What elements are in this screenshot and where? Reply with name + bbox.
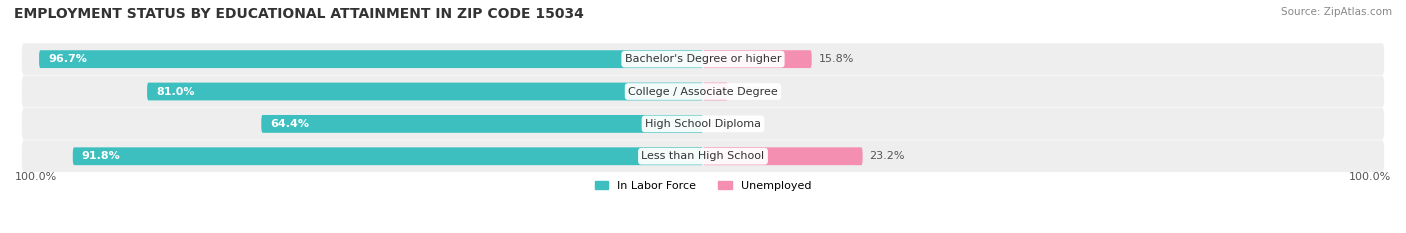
- FancyBboxPatch shape: [73, 147, 703, 165]
- Text: 0.0%: 0.0%: [710, 119, 738, 129]
- Text: College / Associate Degree: College / Associate Degree: [628, 86, 778, 96]
- FancyBboxPatch shape: [22, 43, 1384, 75]
- Legend: In Labor Force, Unemployed: In Labor Force, Unemployed: [591, 176, 815, 195]
- FancyBboxPatch shape: [703, 83, 728, 100]
- FancyBboxPatch shape: [262, 115, 703, 133]
- Text: 100.0%: 100.0%: [15, 172, 58, 182]
- Text: 64.4%: 64.4%: [270, 119, 309, 129]
- FancyBboxPatch shape: [703, 147, 863, 165]
- Text: Less than High School: Less than High School: [641, 151, 765, 161]
- Text: 3.6%: 3.6%: [735, 86, 763, 96]
- Text: High School Diploma: High School Diploma: [645, 119, 761, 129]
- Text: Bachelor's Degree or higher: Bachelor's Degree or higher: [624, 54, 782, 64]
- Text: EMPLOYMENT STATUS BY EDUCATIONAL ATTAINMENT IN ZIP CODE 15034: EMPLOYMENT STATUS BY EDUCATIONAL ATTAINM…: [14, 7, 583, 21]
- FancyBboxPatch shape: [148, 83, 703, 100]
- Text: 23.2%: 23.2%: [869, 151, 905, 161]
- Text: 100.0%: 100.0%: [1348, 172, 1391, 182]
- Text: Source: ZipAtlas.com: Source: ZipAtlas.com: [1281, 7, 1392, 17]
- Text: 81.0%: 81.0%: [156, 86, 194, 96]
- Text: 96.7%: 96.7%: [48, 54, 87, 64]
- Text: 91.8%: 91.8%: [82, 151, 121, 161]
- FancyBboxPatch shape: [22, 140, 1384, 172]
- FancyBboxPatch shape: [22, 76, 1384, 107]
- FancyBboxPatch shape: [22, 108, 1384, 140]
- FancyBboxPatch shape: [39, 50, 703, 68]
- FancyBboxPatch shape: [703, 50, 811, 68]
- Text: 15.8%: 15.8%: [818, 54, 853, 64]
